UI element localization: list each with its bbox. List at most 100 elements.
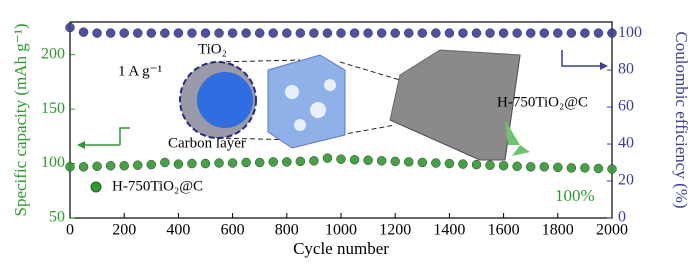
y-tick-label: 50 [49,209,65,226]
data-point [417,28,428,38]
y2-axis-title: Coulombic efficiency (%) [672,31,691,208]
data-point [376,28,387,38]
data-point [200,28,211,38]
data-point [431,158,441,168]
data-point [607,28,617,38]
data-point [417,157,428,168]
data-point [593,28,604,38]
data-point [580,163,590,173]
data-point [539,28,549,38]
y-tick-label: 100 [41,154,65,171]
x-tick-label: 1800 [542,222,574,239]
data-point [498,160,509,171]
data-point [471,159,482,170]
y2-tick-label: 80 [618,61,634,78]
x-tick-label: 400 [166,222,190,239]
legend-marker [90,181,102,193]
annotation: TiO₂ [198,41,227,57]
y-axis-title: Specific capacity (mAh g⁻¹) [11,24,30,217]
data-point [160,28,170,38]
data-point [254,28,265,38]
data-point [65,22,75,33]
data-point [227,28,238,38]
data-point [105,160,116,171]
data-point [444,158,455,169]
data-point [390,156,400,167]
data-point [133,160,143,170]
data-point [214,158,224,168]
data-point [241,157,251,168]
data-point [282,157,292,167]
data-point [268,28,278,38]
x-axis-title: Cycle number [293,239,389,258]
data-point [390,28,400,38]
x-tick-label: 2000 [596,222,628,239]
data-point [92,28,102,38]
data-point [363,28,373,38]
data-point [580,28,590,38]
data-point [349,28,360,38]
data-point [309,28,319,38]
y2-tick-label: 60 [618,98,634,115]
data-point [241,28,251,38]
data-point [566,163,577,173]
data-point [404,28,414,38]
data-point [187,28,197,38]
y2-tick-label: 40 [618,135,634,152]
x-tick-label: 1000 [325,222,357,239]
data-point [78,162,89,172]
data-point [322,28,333,38]
data-point [146,159,157,170]
x-tick-label: 600 [221,222,245,239]
annotation: 100% [555,186,595,205]
data-point [200,158,211,169]
y-tick-label: 200 [41,45,65,62]
data-point [173,28,184,38]
data-point [119,160,129,171]
data-point [160,157,170,168]
data-point [553,162,563,173]
data-point [431,28,441,38]
data-point [227,158,238,168]
data-point [78,27,89,37]
data-point [607,164,617,174]
data-point [173,159,184,169]
data-point [525,28,536,38]
data-point [214,28,224,38]
annotation: 1 A g⁻¹ [118,63,162,79]
data-point [485,28,495,38]
data-point [485,160,495,170]
x-tick-label: 1600 [488,222,520,239]
data-point [282,28,292,38]
data-point [187,158,197,169]
data-point [498,28,509,38]
data-point [363,155,373,166]
annotation: H-750TiO₂@C [497,94,588,110]
data-point [268,157,278,167]
data-point [254,157,265,168]
data-point [444,28,455,38]
data-point [458,159,468,169]
data-point [105,28,116,38]
data-point [309,156,319,166]
data-point [471,28,482,38]
data-point [133,28,143,38]
data-point [295,156,306,167]
data-point [458,28,468,38]
y2-tick-label: 100 [618,24,642,41]
data-point [512,28,522,38]
annotation: Carbon layer [168,135,246,151]
x-tick-label: 200 [112,222,136,239]
x-tick-label: 1400 [433,222,465,239]
data-point [295,28,306,38]
legend-label: H-750TiO₂@C [112,178,203,194]
y-tick-label: 150 [41,100,65,117]
data-point [539,162,549,172]
y2-tick-label: 20 [618,172,634,189]
illustration [77,49,608,161]
data-point [404,157,414,167]
data-point [146,28,157,38]
data-point [512,161,522,172]
data-point [349,154,360,165]
